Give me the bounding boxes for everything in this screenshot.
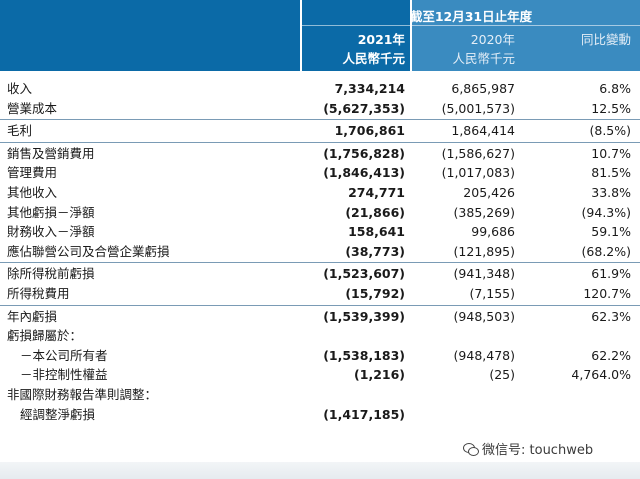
row-label: 財務收入－淨額 xyxy=(7,224,95,240)
table-row: －本公司所有者 (1,538,183) (948,478) 62.2% xyxy=(0,346,640,366)
period-heading: 截至12月31日止年度 xyxy=(409,9,533,24)
col-change: 同比變動 xyxy=(580,32,631,47)
watermark: 微信号: touchweb xyxy=(463,440,638,462)
value-2021: 274,771 xyxy=(348,184,405,200)
financial-table-body: 收入 7,334,214 6,865,987 6.8% 營業成本 (5,627,… xyxy=(0,79,640,424)
value-2020: (1,017,083) xyxy=(441,165,515,181)
row-label: 年內虧損 xyxy=(7,308,58,324)
row-divider xyxy=(0,141,640,143)
row-label: 收入 xyxy=(7,81,33,96)
row-label: 除所得稅前虧損 xyxy=(7,266,95,282)
header-label-column xyxy=(0,0,300,71)
value-2020: (25) xyxy=(489,367,515,383)
table-row: 非國際財務報告準則調整： xyxy=(0,385,640,405)
table-row: 除所得稅前虧損 (1,523,607) (941,348) 61.9% xyxy=(0,264,640,284)
value-2021: (21,866) xyxy=(345,204,405,220)
table-header: 截至12月31日止年度 2021年 人民幣千元 2020年 人民幣千元 同比變動 xyxy=(0,0,640,71)
value-2021: (38,773) xyxy=(345,243,405,259)
value-2020: (385,269) xyxy=(453,204,515,220)
row-label: 非國際財務報告準則調整： xyxy=(7,386,158,402)
row-label: 毛利 xyxy=(7,123,33,139)
value-2021: (1,523,607) xyxy=(323,266,405,282)
value-2021: (1,216) xyxy=(354,367,405,383)
row-label: 虧損歸屬於： xyxy=(7,328,83,344)
table-row: 收入 7,334,214 6,865,987 6.8% xyxy=(0,79,640,99)
row-label: 管理費用 xyxy=(7,165,58,181)
row-divider xyxy=(0,119,640,121)
value-change: (68.2%) xyxy=(581,243,631,259)
value-2021: 7,334,214 xyxy=(334,81,405,96)
header-2021-column xyxy=(302,0,410,71)
value-2020: 1,864,414 xyxy=(451,123,515,139)
value-change: 81.5% xyxy=(591,165,631,181)
value-2021: (1,538,183) xyxy=(323,347,405,363)
row-label: 銷售及營銷費用 xyxy=(7,145,95,161)
value-2020: 6,865,987 xyxy=(451,81,515,96)
watermark-text: 微信号: touchweb xyxy=(482,443,594,458)
row-divider xyxy=(0,262,640,264)
row-label: 經調整淨虧損 xyxy=(20,406,96,422)
header-2020-change-columns xyxy=(412,0,640,71)
value-change: 61.9% xyxy=(591,266,631,282)
value-2021: 158,641 xyxy=(348,224,405,240)
value-change: 59.1% xyxy=(591,224,631,240)
value-change: (94.3%) xyxy=(581,204,631,220)
bottom-band xyxy=(0,462,640,479)
value-2021: (1,417,185) xyxy=(323,406,405,422)
value-2020: (5,001,573) xyxy=(441,100,515,116)
value-change: 62.3% xyxy=(591,308,631,324)
row-label: 應佔聯營公司及合營企業虧損 xyxy=(7,243,170,259)
col-2021-unit: 人民幣千元 xyxy=(342,51,405,66)
table-row: 管理費用 (1,846,413) (1,017,083) 81.5% xyxy=(0,163,640,183)
value-2020: (948,503) xyxy=(453,308,515,324)
value-change: 6.8% xyxy=(599,81,631,96)
value-2021: (1,846,413) xyxy=(323,165,405,181)
value-change: 33.8% xyxy=(591,184,631,200)
value-2020: (121,895) xyxy=(453,243,515,259)
table-row: 營業成本 (5,627,353) (5,001,573) 12.5% xyxy=(0,99,640,119)
col-2021-year: 2021年 xyxy=(357,32,405,47)
value-change: 120.7% xyxy=(583,285,631,301)
value-2020: 205,426 xyxy=(463,184,515,200)
value-change: (8.5%) xyxy=(589,123,631,139)
table-row: 其他收入 274,771 205,426 33.8% xyxy=(0,183,640,203)
value-2021: (1,756,828) xyxy=(323,145,405,161)
value-change: 10.7% xyxy=(591,145,631,161)
value-2020: (7,155) xyxy=(469,285,515,301)
wechat-icon xyxy=(463,443,479,456)
row-label: 營業成本 xyxy=(7,100,58,116)
value-change: 62.2% xyxy=(591,347,631,363)
value-change: 4,764.0% xyxy=(571,367,631,383)
table-row: 所得稅費用 (15,792) (7,155) 120.7% xyxy=(0,284,640,304)
row-label: －本公司所有者 xyxy=(20,347,108,363)
table-row: 其他虧損－淨額 (21,866) (385,269) (94.3%) xyxy=(0,203,640,223)
value-change: 12.5% xyxy=(591,100,631,116)
table-row: 毛利 1,706,861 1,864,414 (8.5%) xyxy=(0,121,640,141)
header-divider xyxy=(302,25,640,26)
table-row: 財務收入－淨額 158,641 99,686 59.1% xyxy=(0,222,640,242)
table-row: 應佔聯營公司及合營企業虧損 (38,773) (121,895) (68.2%) xyxy=(0,242,640,262)
table-row: －非控制性權益 (1,216) (25) 4,764.0% xyxy=(0,365,640,385)
table-row: 經調整淨虧損 (1,417,185) xyxy=(0,405,640,425)
value-2021: (5,627,353) xyxy=(323,100,405,116)
col-2020-year: 2020年 xyxy=(470,32,515,47)
table-row: 銷售及營銷費用 (1,756,828) (1,586,627) 10.7% xyxy=(0,144,640,164)
col-2020-unit: 人民幣千元 xyxy=(452,51,515,66)
value-2021: (15,792) xyxy=(345,285,405,301)
value-2020: (948,478) xyxy=(453,347,515,363)
row-divider xyxy=(0,304,640,306)
value-2020: (941,348) xyxy=(453,266,515,282)
row-label: －非控制性權益 xyxy=(20,367,108,383)
row-label: 其他虧損－淨額 xyxy=(7,204,95,220)
table-row: 年內虧損 (1,539,399) (948,503) 62.3% xyxy=(0,307,640,327)
table-row: 虧損歸屬於： xyxy=(0,326,640,346)
value-2021: 1,706,861 xyxy=(334,123,405,139)
value-2020: (1,586,627) xyxy=(441,145,515,161)
row-label: 其他收入 xyxy=(7,184,58,200)
value-2020: 99,686 xyxy=(471,224,515,240)
value-2021: (1,539,399) xyxy=(323,308,405,324)
row-label: 所得稅費用 xyxy=(7,285,70,301)
